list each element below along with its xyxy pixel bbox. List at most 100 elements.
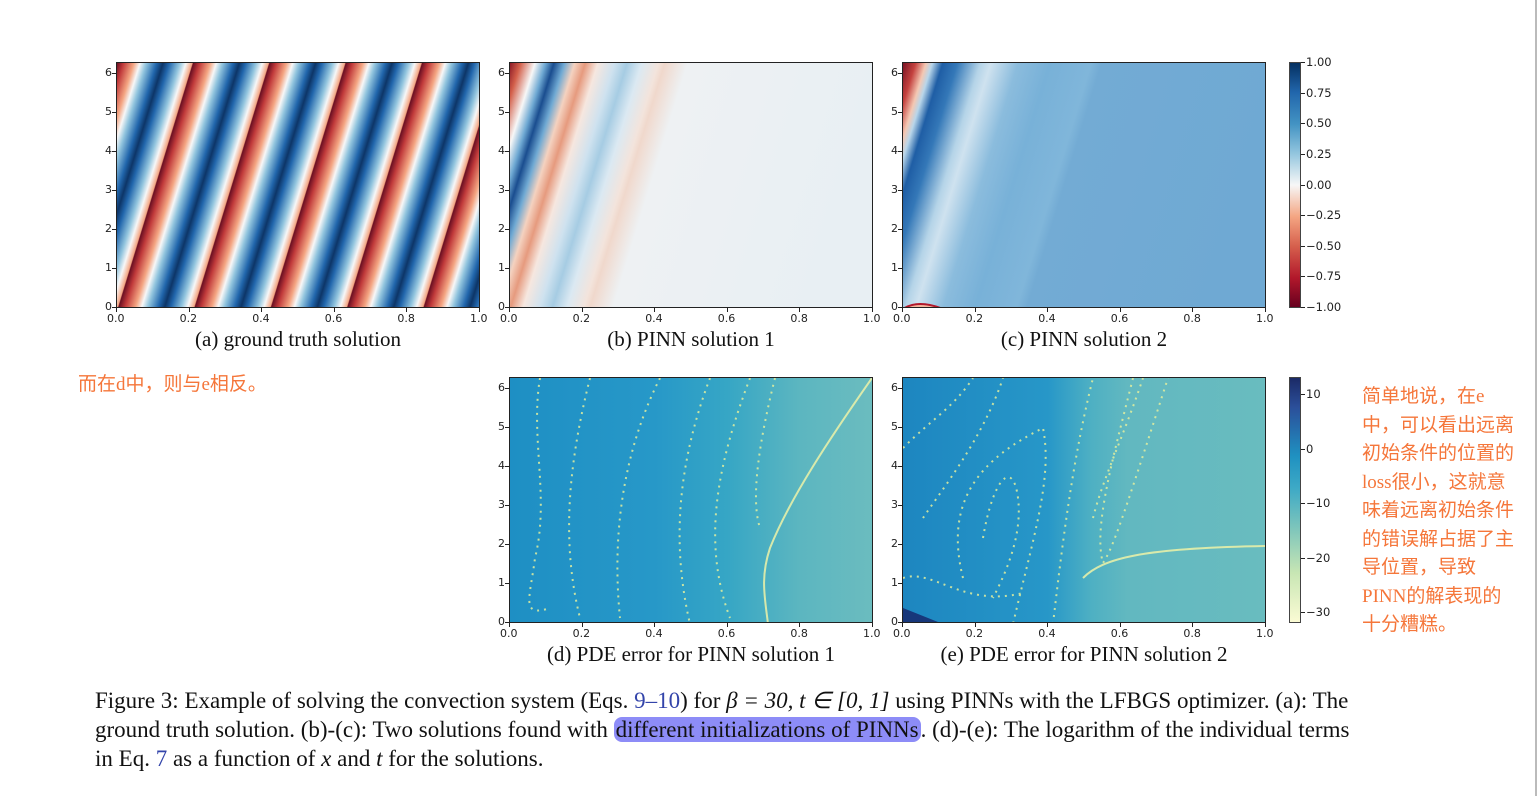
- x-tick-label: 0.6: [1110, 312, 1129, 325]
- caption-math: β = 30, t ∈ [0, 1]: [726, 688, 890, 713]
- annotation-right: 简单地说，在e 中，可以看出远离 初始条件的位置的 loss很小，这就意 味着远离初始条…: [1362, 383, 1537, 640]
- annotation-line: PINN的解表现的: [1362, 585, 1502, 607]
- colorbar-solution: [1289, 62, 1301, 308]
- x-tick-mark: [872, 623, 873, 627]
- y-tick-mark: [898, 307, 902, 308]
- x-tick-label: 0.6: [717, 312, 736, 325]
- y-tick-label: 1: [498, 576, 505, 589]
- eq-ref-7[interactable]: 7: [155, 746, 168, 771]
- annotation-line: 味着远离初始条件: [1362, 500, 1515, 521]
- y-tick-mark: [112, 268, 116, 269]
- x-tick-mark: [799, 623, 801, 627]
- y-tick-label: 4: [891, 144, 898, 158]
- annotation-left: 而在d中，则与e相反。: [78, 374, 267, 395]
- y-tick-mark: [112, 112, 116, 114]
- eq-ref-10[interactable]: 10: [657, 688, 681, 713]
- annotation-line: 导位置，导致: [1362, 557, 1477, 578]
- error-contour: [755, 378, 776, 529]
- y-tick-mark: [505, 544, 509, 545]
- y-tick-mark: [898, 622, 902, 623]
- y-tick-label: 5: [498, 420, 505, 434]
- colorbar-tick-label: 0.00: [1306, 177, 1332, 192]
- x-tick-mark: [726, 308, 728, 312]
- caption-math: x: [321, 746, 332, 771]
- error-contour: [956, 426, 1047, 622]
- dark-region: [903, 608, 938, 622]
- y-tick-mark: [112, 229, 116, 230]
- x-tick-label: 0.2: [572, 312, 591, 325]
- x-tick-mark: [1192, 623, 1194, 627]
- x-tick-label: 0.0: [500, 312, 518, 325]
- colorbar-tick-label: 0.25: [1306, 146, 1332, 161]
- x-tick-mark: [654, 308, 656, 312]
- x-tick-mark: [333, 308, 335, 312]
- x-tick-label: 0.8: [1183, 627, 1201, 640]
- x-tick-mark: [974, 308, 976, 312]
- y-tick-mark: [112, 151, 116, 153]
- colorbar-tick-label: −10: [1306, 496, 1331, 510]
- colorbar-tick-mark: [1301, 394, 1305, 395]
- caption-text: for the solutions.: [382, 746, 544, 771]
- y-tick-label: 5: [891, 105, 898, 119]
- y-tick-mark: [505, 427, 509, 429]
- colorbar-tick-mark: [1301, 307, 1305, 308]
- x-tick-label: 0.8: [1183, 312, 1201, 325]
- y-tick-mark: [505, 388, 509, 390]
- error-contour: [616, 378, 661, 619]
- y-tick-label: 4: [498, 144, 505, 158]
- y-tick-label: 0: [891, 615, 898, 628]
- plot-pde-error-2: [902, 377, 1266, 623]
- colorbar-tick-mark: [1301, 184, 1305, 186]
- colorbar-tick-label: 10: [1306, 387, 1321, 401]
- colorbar-tick-label: 0: [1306, 441, 1314, 456]
- x-tick-label: 1.0: [1256, 312, 1274, 325]
- y-tick-mark: [505, 151, 509, 153]
- x-tick-label: 0.6: [324, 312, 343, 325]
- x-tick-mark: [509, 308, 510, 312]
- caption-text: using PINNs with the LFBGS optimizer. (a…: [95, 688, 1349, 742]
- subfigure-caption: (b) PINN solution 1: [607, 327, 775, 351]
- error-contour: [903, 575, 1024, 598]
- x-tick-label: 0.2: [965, 627, 984, 640]
- y-tick-label: 3: [105, 183, 112, 197]
- highlighted-text[interactable]: different initializations of PINNs: [613, 717, 921, 742]
- x-tick-mark: [479, 308, 480, 312]
- x-tick-mark: [406, 308, 408, 312]
- x-tick-mark: [1119, 308, 1121, 312]
- colorbar-tick-label: 1.00: [1306, 55, 1332, 69]
- y-tick-label: 4: [891, 459, 898, 473]
- plot-pinn-solution-2: [902, 62, 1266, 308]
- y-tick-label: 4: [105, 144, 112, 158]
- colorbar-tick-label: −1.00: [1306, 300, 1342, 314]
- y-tick-label: 6: [498, 381, 505, 395]
- x-tick-mark: [116, 308, 117, 312]
- colorbar-tick-mark: [1301, 503, 1305, 504]
- x-tick-label: 0.8: [790, 312, 808, 325]
- x-tick-label: 0.0: [893, 312, 911, 325]
- error-contour: [903, 378, 974, 449]
- x-tick-label: 0.8: [790, 627, 808, 640]
- y-tick-label: 1: [891, 576, 898, 589]
- y-tick-label: 6: [891, 66, 898, 80]
- eq-ref-9[interactable]: 9: [634, 688, 646, 713]
- x-tick-mark: [1047, 623, 1049, 627]
- x-tick-mark: [581, 308, 583, 312]
- x-tick-label: 1.0: [863, 312, 881, 325]
- x-tick-label: 0.2: [965, 312, 984, 325]
- annotation-line: 中，可以看出远离: [1362, 414, 1515, 436]
- y-tick-label: 4: [498, 459, 505, 473]
- x-tick-label: 0.0: [500, 627, 518, 640]
- y-tick-mark: [505, 112, 509, 114]
- x-tick-mark: [1192, 308, 1194, 312]
- page-edge-divider: [1535, 0, 1537, 796]
- caption-text: and: [331, 746, 377, 771]
- x-tick-mark: [188, 308, 190, 312]
- y-tick-mark: [898, 544, 902, 545]
- y-tick-mark: [505, 307, 509, 308]
- colorbar-tick-mark: [1301, 612, 1305, 613]
- y-tick-mark: [898, 229, 902, 230]
- y-tick-mark: [898, 190, 902, 192]
- y-tick-label: 0: [498, 615, 505, 628]
- caption-dash: –: [645, 688, 658, 713]
- colorbar-tick-mark: [1301, 245, 1305, 247]
